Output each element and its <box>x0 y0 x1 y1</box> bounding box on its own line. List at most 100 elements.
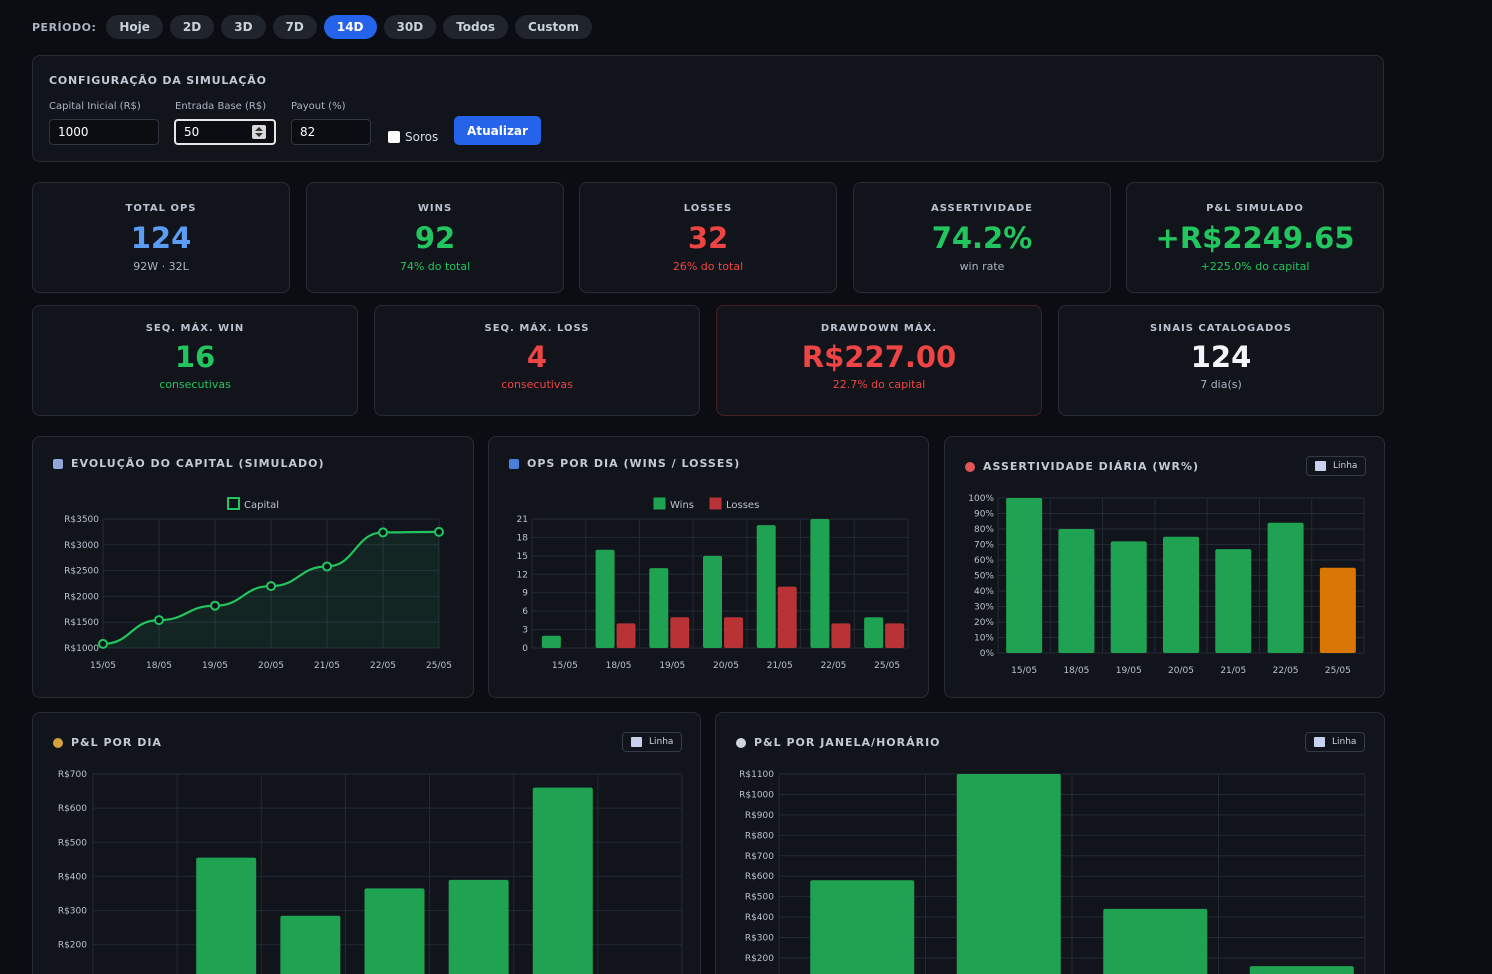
stat-label: SEQ. MÁX. WIN <box>145 323 245 334</box>
period-option-30d[interactable]: 30D <box>383 15 437 39</box>
stat-sub: 74% do total <box>399 260 471 273</box>
entry-input[interactable]: 50 <box>174 119 276 145</box>
line-toggle-button[interactable]: Linha <box>622 732 683 752</box>
win-bar <box>810 519 830 648</box>
stat-sub: win rate <box>959 260 1005 273</box>
stat-label: WINS <box>417 203 453 214</box>
stat-label: SEQ. MÁX. LOSS <box>484 323 590 334</box>
stat-value: 32 <box>687 221 729 255</box>
pnl-window-bar <box>1103 908 1208 974</box>
legend-swatch <box>709 497 722 510</box>
x-tick-label: 18/05 <box>146 661 172 671</box>
x-tick-label: 19/05 <box>202 661 228 671</box>
y-tick-label: 0 <box>522 644 528 654</box>
y-tick-label: R$1000 <box>739 790 774 800</box>
x-tick-label: 21/05 <box>767 661 793 671</box>
soros-checkbox[interactable] <box>388 131 400 143</box>
stat-sub: 92W · 32L <box>133 260 189 273</box>
simulation-config-panel: CONFIGURAÇÃO DA SIMULAÇÃO Capital Inicia… <box>32 55 1384 162</box>
x-tick-label: 20/05 <box>258 661 284 671</box>
capital-point <box>98 638 108 649</box>
payout-input[interactable]: 82 <box>291 119 371 145</box>
stat-signals: SINAIS CATALOGADOS 124 7 dia(s) <box>1058 305 1384 416</box>
y-tick-label: 18 <box>517 533 529 543</box>
entry-input-value: 50 <box>184 125 200 139</box>
win-bar <box>703 555 722 648</box>
stat-sub: consecutivas <box>159 378 231 391</box>
period-option-custom[interactable]: Custom <box>515 15 592 39</box>
stat-sub: 7 dia(s) <box>1200 378 1242 391</box>
y-tick-label: R$500 <box>745 893 774 903</box>
y-tick-label: R$2500 <box>64 567 99 577</box>
line-toggle-button[interactable]: Linha <box>1305 732 1366 752</box>
ops-chart-title: OPS POR DIA (WINS / LOSSES) <box>509 457 740 470</box>
legend-label: Wins <box>670 500 694 511</box>
y-tick-label: 3 <box>522 626 528 636</box>
spinner-icon[interactable] <box>252 125 266 139</box>
x-tick-label: 22/05 <box>1273 666 1299 676</box>
x-tick-label: 20/05 <box>713 661 739 671</box>
period-option-todos[interactable]: Todos <box>443 15 509 39</box>
x-tick-label: 18/05 <box>1063 666 1089 676</box>
y-tick-label: R$800 <box>745 831 774 841</box>
y-tick-label: 40% <box>974 587 994 597</box>
period-label: PERÍODO: <box>32 20 97 34</box>
y-tick-label: R$900 <box>745 811 774 821</box>
pnl-day-chart-card: P&L POR DIA Linha R$100R$200R$300R$400R$… <box>32 712 701 974</box>
x-tick-label: 25/05 <box>426 661 452 671</box>
pnl-window-chart-card: P&L POR JANELA/HORÁRIO Linha R$200 R$300 R… <box>715 712 1385 974</box>
pnl-day-chart-title: P&L POR DIA <box>53 736 162 749</box>
stat-sub: consecutivas <box>501 378 573 391</box>
capital-input[interactable]: 1000 <box>49 119 159 145</box>
pnl-window-chart: R$200 R$300 R$400 R$500 R$600 R$700 R$800 R$900… <box>739 770 1366 974</box>
y-tick-label: 0% <box>980 649 995 659</box>
ops-chart-card: OPS POR DIA (WINS / LOSSES) 0 3 6 9 12 15 18 21… <box>488 436 929 698</box>
pnl-day-bar <box>448 879 509 974</box>
period-option-3d[interactable]: 3D <box>221 15 266 39</box>
win-bar <box>649 568 669 648</box>
y-tick-label: 20% <box>974 618 994 628</box>
stat-value: 16 <box>174 340 216 374</box>
stat-sub: 26% do total <box>672 260 744 273</box>
y-tick-label: R$500 <box>58 838 87 848</box>
x-tick-label: 15/05 <box>552 661 578 671</box>
period-options: Hoje 2D 3D 7D 14D 30D Todos Custom <box>106 15 599 39</box>
period-option-hoje[interactable]: Hoje <box>106 15 163 39</box>
stat-value: 124 <box>1190 340 1252 374</box>
stat-sub: 22.7% do capital <box>832 378 926 391</box>
y-tick-label: R$700 <box>58 770 87 780</box>
update-button[interactable]: Atualizar <box>454 116 541 145</box>
wr-bar <box>1163 536 1199 653</box>
stat-losses: LOSSES 32 26% do total <box>579 182 837 293</box>
pnl-day-chart-title-text: P&L POR DIA <box>71 736 162 749</box>
legend-swatch <box>227 497 240 510</box>
capital-chart-title-text: EVOLUÇÃO DO CAPITAL (SIMULADO) <box>71 457 325 470</box>
x-tick-label: 19/05 <box>1116 666 1142 676</box>
line-chart-icon <box>631 737 642 747</box>
y-tick-label: R$1000 <box>64 644 99 654</box>
line-toggle-button[interactable]: Linha <box>1306 456 1367 476</box>
stat-label: ASSERTIVIDADE <box>931 203 1033 214</box>
wr-bar <box>1319 567 1356 653</box>
y-tick-label: R$3000 <box>64 541 99 551</box>
y-tick-label: 50% <box>974 572 994 582</box>
y-tick-label: R$200 <box>745 954 774 964</box>
money-bag-icon <box>53 737 63 748</box>
wr-bar <box>1006 498 1043 653</box>
pnl-day-bar <box>196 857 257 974</box>
capital-chart: R$1000 R$1500 R$2000 R$2500 R$3000 R$3500 15/0… <box>64 497 452 671</box>
stat-total-ops: TOTAL OPS 124 92W · 32L <box>32 182 290 293</box>
y-tick-label: R$300 <box>745 934 774 944</box>
stat-label: TOTAL OPS <box>125 203 197 214</box>
wr-bar <box>1058 529 1095 653</box>
period-option-7d[interactable]: 7D <box>272 15 317 39</box>
y-tick-label: 100% <box>968 494 994 504</box>
y-tick-label: 9 <box>522 589 528 599</box>
stat-label: DRAWDOWN MÁX. <box>820 323 938 334</box>
period-option-2d[interactable]: 2D <box>169 15 215 39</box>
stat-value: R$227.00 <box>801 340 957 374</box>
period-option-14d[interactable]: 14D <box>323 15 377 39</box>
pnl-day-bar <box>532 787 593 974</box>
x-tick-label: 21/05 <box>314 661 340 671</box>
stat-value: 4 <box>526 340 548 374</box>
